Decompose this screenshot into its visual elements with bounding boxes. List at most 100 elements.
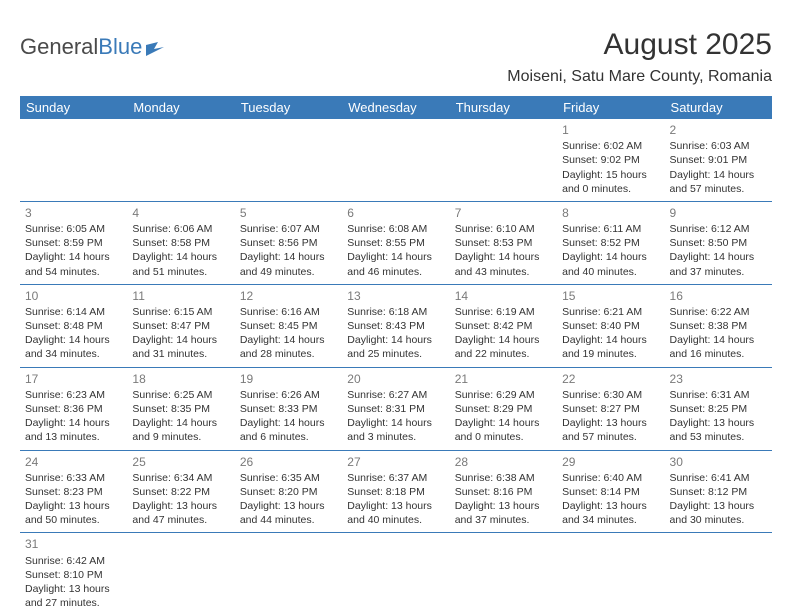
daylight-line-2: and 46 minutes.: [347, 265, 444, 279]
daylight-line-2: and 37 minutes.: [455, 513, 552, 527]
sunset-line: Sunset: 8:29 PM: [455, 402, 552, 416]
daylight-line-1: Daylight: 13 hours: [25, 582, 122, 596]
sunrise-line: Sunrise: 6:38 AM: [455, 471, 552, 485]
day-number: 2: [670, 122, 767, 138]
sunset-line: Sunset: 8:12 PM: [670, 485, 767, 499]
calendar-cell: 26Sunrise: 6:35 AMSunset: 8:20 PMDayligh…: [235, 450, 342, 533]
sunrise-line: Sunrise: 6:26 AM: [240, 388, 337, 402]
day-number: 9: [670, 205, 767, 221]
daylight-line-2: and 34 minutes.: [25, 347, 122, 361]
sunset-line: Sunset: 8:35 PM: [132, 402, 229, 416]
daylight-line-2: and 57 minutes.: [562, 430, 659, 444]
daylight-line-2: and 50 minutes.: [25, 513, 122, 527]
calendar-week: 24Sunrise: 6:33 AMSunset: 8:23 PMDayligh…: [20, 450, 772, 533]
calendar-cell: 11Sunrise: 6:15 AMSunset: 8:47 PMDayligh…: [127, 284, 234, 367]
daylight-line-1: Daylight: 14 hours: [240, 250, 337, 264]
day-number: 1: [562, 122, 659, 138]
calendar-cell: [127, 533, 234, 615]
calendar-cell: 25Sunrise: 6:34 AMSunset: 8:22 PMDayligh…: [127, 450, 234, 533]
calendar-cell: 16Sunrise: 6:22 AMSunset: 8:38 PMDayligh…: [665, 284, 772, 367]
day-number: 21: [455, 371, 552, 387]
sunrise-line: Sunrise: 6:02 AM: [562, 139, 659, 153]
sunset-line: Sunset: 8:55 PM: [347, 236, 444, 250]
daylight-line-1: Daylight: 13 hours: [670, 416, 767, 430]
sunset-line: Sunset: 8:43 PM: [347, 319, 444, 333]
sunrise-line: Sunrise: 6:29 AM: [455, 388, 552, 402]
sunset-line: Sunset: 8:10 PM: [25, 568, 122, 582]
daylight-line-1: Daylight: 14 hours: [25, 416, 122, 430]
sunrise-line: Sunrise: 6:18 AM: [347, 305, 444, 319]
sunset-line: Sunset: 8:56 PM: [240, 236, 337, 250]
sunrise-line: Sunrise: 6:41 AM: [670, 471, 767, 485]
daylight-line-1: Daylight: 14 hours: [562, 250, 659, 264]
sunset-line: Sunset: 8:42 PM: [455, 319, 552, 333]
sunrise-line: Sunrise: 6:30 AM: [562, 388, 659, 402]
sunrise-line: Sunrise: 6:06 AM: [132, 222, 229, 236]
calendar-cell: [235, 119, 342, 201]
calendar-cell: 1Sunrise: 6:02 AMSunset: 9:02 PMDaylight…: [557, 119, 664, 201]
day-number: 5: [240, 205, 337, 221]
sunrise-line: Sunrise: 6:15 AM: [132, 305, 229, 319]
flag-icon: [146, 38, 168, 64]
day-number: 6: [347, 205, 444, 221]
daylight-line-1: Daylight: 14 hours: [240, 333, 337, 347]
sunset-line: Sunset: 8:22 PM: [132, 485, 229, 499]
calendar-cell: [342, 119, 449, 201]
calendar-cell: 6Sunrise: 6:08 AMSunset: 8:55 PMDaylight…: [342, 201, 449, 284]
daylight-line-2: and 9 minutes.: [132, 430, 229, 444]
day-number: 22: [562, 371, 659, 387]
location-text: Moiseni, Satu Mare County, Romania: [20, 68, 772, 86]
sunset-line: Sunset: 8:48 PM: [25, 319, 122, 333]
day-number: 8: [562, 205, 659, 221]
sunrise-line: Sunrise: 6:12 AM: [670, 222, 767, 236]
sunset-line: Sunset: 8:25 PM: [670, 402, 767, 416]
sunrise-line: Sunrise: 6:10 AM: [455, 222, 552, 236]
sunrise-line: Sunrise: 6:35 AM: [240, 471, 337, 485]
sunrise-line: Sunrise: 6:42 AM: [25, 554, 122, 568]
calendar-cell: 5Sunrise: 6:07 AMSunset: 8:56 PMDaylight…: [235, 201, 342, 284]
daylight-line-2: and 44 minutes.: [240, 513, 337, 527]
daylight-line-1: Daylight: 14 hours: [562, 333, 659, 347]
calendar-cell: [127, 119, 234, 201]
daylight-line-1: Daylight: 13 hours: [347, 499, 444, 513]
sunset-line: Sunset: 8:47 PM: [132, 319, 229, 333]
sunset-line: Sunset: 8:27 PM: [562, 402, 659, 416]
calendar-cell: 22Sunrise: 6:30 AMSunset: 8:27 PMDayligh…: [557, 367, 664, 450]
calendar-cell: 2Sunrise: 6:03 AMSunset: 9:01 PMDaylight…: [665, 119, 772, 201]
day-number: 26: [240, 454, 337, 470]
sunrise-line: Sunrise: 6:23 AM: [25, 388, 122, 402]
daylight-line-2: and 16 minutes.: [670, 347, 767, 361]
daylight-line-1: Daylight: 14 hours: [347, 250, 444, 264]
calendar-week: 31Sunrise: 6:42 AMSunset: 8:10 PMDayligh…: [20, 533, 772, 615]
calendar-cell: 29Sunrise: 6:40 AMSunset: 8:14 PMDayligh…: [557, 450, 664, 533]
daylight-line-1: Daylight: 13 hours: [132, 499, 229, 513]
calendar-cell: 9Sunrise: 6:12 AMSunset: 8:50 PMDaylight…: [665, 201, 772, 284]
sunrise-line: Sunrise: 6:03 AM: [670, 139, 767, 153]
daylight-line-1: Daylight: 14 hours: [347, 333, 444, 347]
calendar-cell: 13Sunrise: 6:18 AMSunset: 8:43 PMDayligh…: [342, 284, 449, 367]
calendar-cell: 23Sunrise: 6:31 AMSunset: 8:25 PMDayligh…: [665, 367, 772, 450]
daylight-line-1: Daylight: 14 hours: [670, 168, 767, 182]
daylight-line-1: Daylight: 14 hours: [455, 333, 552, 347]
daylight-line-1: Daylight: 14 hours: [670, 333, 767, 347]
sunset-line: Sunset: 8:14 PM: [562, 485, 659, 499]
daylight-line-2: and 40 minutes.: [347, 513, 444, 527]
calendar-cell: 30Sunrise: 6:41 AMSunset: 8:12 PMDayligh…: [665, 450, 772, 533]
daylight-line-1: Daylight: 14 hours: [132, 416, 229, 430]
daylight-line-1: Daylight: 14 hours: [455, 250, 552, 264]
day-number: 28: [455, 454, 552, 470]
daylight-line-1: Daylight: 14 hours: [25, 250, 122, 264]
calendar-cell: 7Sunrise: 6:10 AMSunset: 8:53 PMDaylight…: [450, 201, 557, 284]
calendar-week: 17Sunrise: 6:23 AMSunset: 8:36 PMDayligh…: [20, 367, 772, 450]
daylight-line-2: and 34 minutes.: [562, 513, 659, 527]
calendar-cell: 21Sunrise: 6:29 AMSunset: 8:29 PMDayligh…: [450, 367, 557, 450]
logo-text-gray: General: [20, 34, 98, 60]
day-number: 10: [25, 288, 122, 304]
day-number: 12: [240, 288, 337, 304]
calendar-cell: 10Sunrise: 6:14 AMSunset: 8:48 PMDayligh…: [20, 284, 127, 367]
sunrise-line: Sunrise: 6:31 AM: [670, 388, 767, 402]
calendar-cell: 3Sunrise: 6:05 AMSunset: 8:59 PMDaylight…: [20, 201, 127, 284]
day-number: 18: [132, 371, 229, 387]
sunset-line: Sunset: 8:58 PM: [132, 236, 229, 250]
daylight-line-2: and 49 minutes.: [240, 265, 337, 279]
